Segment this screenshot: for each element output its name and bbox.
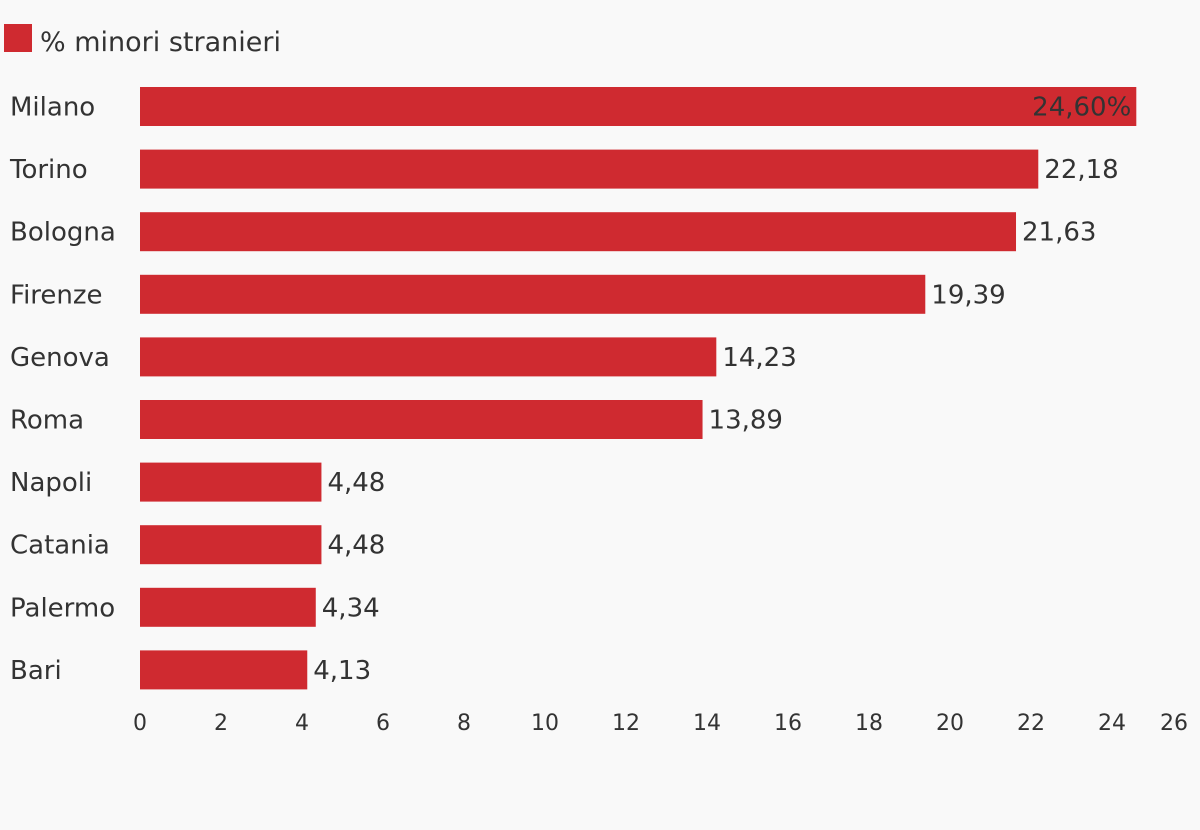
bar-napoli: [140, 462, 322, 502]
x-tick-label: 0: [133, 711, 147, 736]
value-labels: 24,60% 22,18 21,63 19,39 14,23 13,89 4,48 4,48 4…: [313, 93, 1131, 686]
x-tick-label: 12: [612, 711, 640, 736]
bar-catania: [140, 525, 322, 565]
category-label: Catania: [10, 531, 110, 561]
value-label: 4,34: [322, 593, 380, 623]
bar-palermo: [140, 587, 316, 627]
category-label: Genova: [10, 343, 110, 373]
bars: [140, 87, 1137, 690]
x-tick-label: 16: [774, 711, 802, 736]
bar-genova: [140, 337, 717, 377]
x-tick-label: 4: [295, 711, 309, 736]
x-tick-label: 22: [1017, 711, 1045, 736]
category-label: Roma: [10, 406, 84, 436]
bar-milano: [140, 87, 1137, 126]
x-tick-label: 18: [855, 711, 883, 736]
value-label: 22,18: [1044, 155, 1118, 185]
category-label: Bari: [10, 656, 62, 686]
legend: % minori stranieri: [4, 24, 281, 58]
value-label: 13,89: [709, 406, 783, 436]
x-axis-ticks: 0 2 4 6 8 10 12 14 16 18 20 22 24 26: [133, 711, 1188, 736]
category-label: Bologna: [10, 218, 116, 248]
category-labels: Milano Torino Bologna Firenze Genova Roma Napo…: [9, 93, 116, 686]
category-label: Torino: [9, 155, 88, 185]
bar-roma: [140, 400, 703, 439]
legend-label: % minori stranieri: [40, 27, 281, 58]
x-tick-label: 8: [457, 711, 471, 736]
x-tick-label: 2: [214, 711, 228, 736]
value-label: 4,13: [313, 656, 371, 686]
bar-bologna: [140, 212, 1017, 252]
bar-bari: [140, 650, 308, 690]
value-label: 14,23: [722, 343, 796, 373]
legend-swatch: [4, 24, 32, 52]
bar-firenze: [140, 274, 926, 314]
value-label: 24,60%: [1032, 93, 1131, 123]
value-label: 19,39: [931, 280, 1005, 310]
x-tick-label: 14: [693, 711, 721, 736]
x-tick-label: 24: [1098, 711, 1126, 736]
x-tick-label: 10: [531, 711, 559, 736]
category-label: Firenze: [10, 280, 103, 310]
category-label: Milano: [10, 93, 95, 123]
category-label: Napoli: [10, 468, 92, 498]
category-label: Palermo: [10, 593, 115, 623]
value-label: 21,63: [1022, 218, 1096, 248]
x-tick-label: 20: [936, 711, 964, 736]
value-label: 4,48: [327, 468, 385, 498]
x-tick-label: 26: [1160, 711, 1188, 736]
x-tick-label: 6: [376, 711, 390, 736]
value-label: 4,48: [327, 531, 385, 561]
bar-torino: [140, 149, 1039, 189]
